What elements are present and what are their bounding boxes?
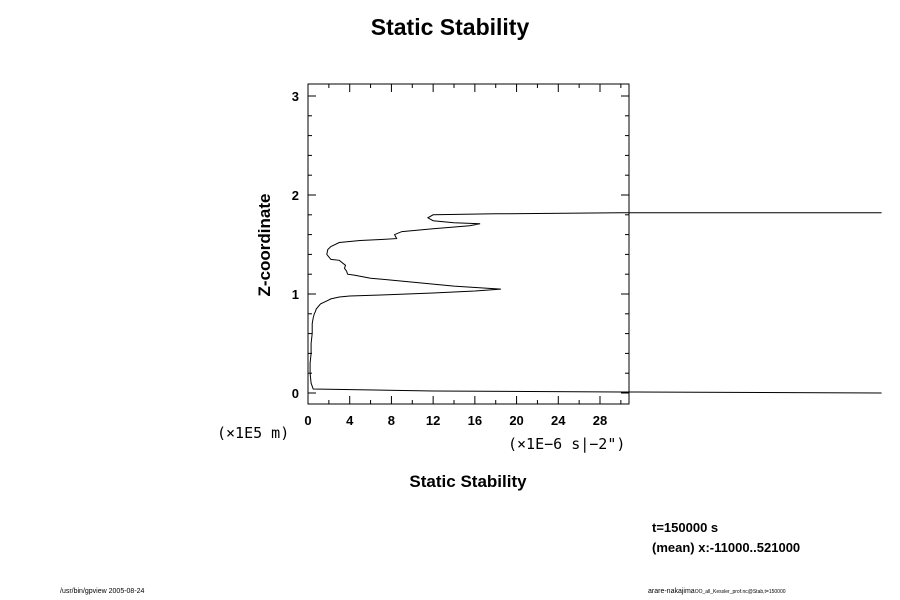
y-tick-label: 3 <box>292 89 299 104</box>
mean-annotation: (mean) x:-11000..521000 <box>652 540 801 555</box>
time-annotation: t=150000 s <box>652 520 719 535</box>
y-axis-label: Z-coordinate <box>255 193 274 297</box>
footer-right-main: arare-nakajima <box>648 588 695 595</box>
x-axis-unit: (×1E−6 s|−2") <box>508 435 626 453</box>
static-stability-line <box>309 212 882 394</box>
y-axis-unit: (×1E5 m) <box>217 424 290 442</box>
footer-right-small: OO_all_Kessler_prof.nc@Stab,t=150000 <box>694 589 786 595</box>
x-tick-label: 8 <box>388 413 395 428</box>
y-tick-label: 0 <box>292 386 299 401</box>
y-tick-label: 1 <box>292 287 299 302</box>
x-tick-label: 0 <box>304 413 311 428</box>
footer-left-note: /usr/bin/gpview 2005-08-24 <box>60 588 145 595</box>
footer-right-note: arare-nakajimaOO_all_Kessler_prof.nc@Sta… <box>648 588 786 595</box>
x-tick-label: 12 <box>426 413 440 428</box>
x-axis-label: Static Stability <box>409 472 527 491</box>
x-tick-label: 24 <box>551 413 566 428</box>
x-tick-label: 4 <box>346 413 354 428</box>
x-tick-label: 16 <box>468 413 482 428</box>
x-tick-label: 28 <box>593 413 607 428</box>
y-tick-label: 2 <box>292 188 299 203</box>
axis-ticks <box>307 84 629 404</box>
chart-title: Static Stability <box>370 14 530 40</box>
x-tick-label: 20 <box>509 413 523 428</box>
plot-frame <box>307 83 630 405</box>
